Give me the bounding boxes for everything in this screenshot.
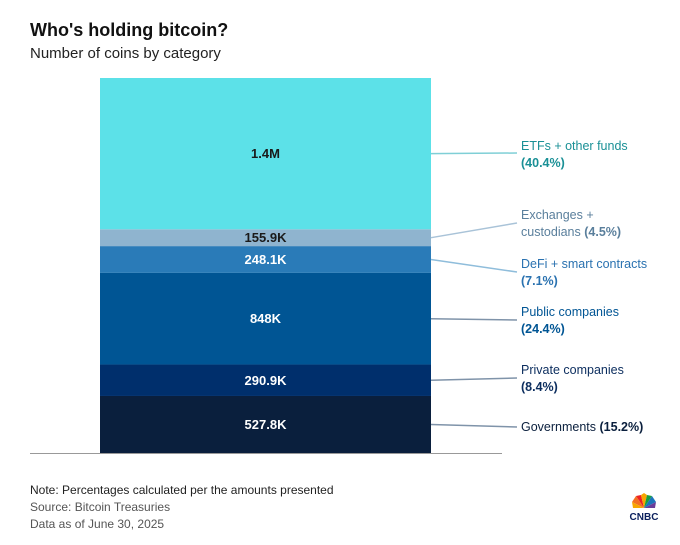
bar-segment [100,229,431,247]
leader-line [430,258,518,273]
category-label: DeFi + smart contracts (7.1%) [521,257,647,288]
bar-segment [100,395,431,453]
data-date: Data as of June 30, 2025 [30,517,165,531]
category-label: ETFs + other funds (40.4%) [521,139,628,170]
chart-subtitle: Number of coins by category [30,45,221,62]
segment-value-label: 527.8K [245,417,288,432]
category-label: Exchanges + custodians (4.5%) [521,208,621,239]
leader-line [430,222,518,239]
leader-line [430,377,518,382]
bar-segment [100,78,431,230]
bar-segment [100,246,431,273]
bar-segment [100,364,431,396]
segment-value-label: 290.9K [245,373,288,388]
segment-value-label: 848K [250,311,282,326]
leader-line [430,317,518,321]
segment-value-label: 248.1K [245,252,288,267]
segment-value-label: 1.4M [251,146,280,161]
bar-segment [100,272,431,365]
footnote: Note: Percentages calculated per the amo… [30,483,334,497]
cnbc-logo: CNBC [630,493,659,522]
leader-line [430,423,518,428]
chart-title: Who's holding bitcoin? [30,20,229,40]
category-label: Private companies (8.4%) [521,363,624,394]
cnbc-logo-text: CNBC [630,512,659,522]
category-label: Governments (15.2%) [521,420,643,434]
source: Source: Bitcoin Treasuries [30,500,171,514]
leader-line [430,152,518,155]
segment-value-label: 155.9K [245,230,288,245]
category-label: Public companies (24.4%) [521,305,619,336]
